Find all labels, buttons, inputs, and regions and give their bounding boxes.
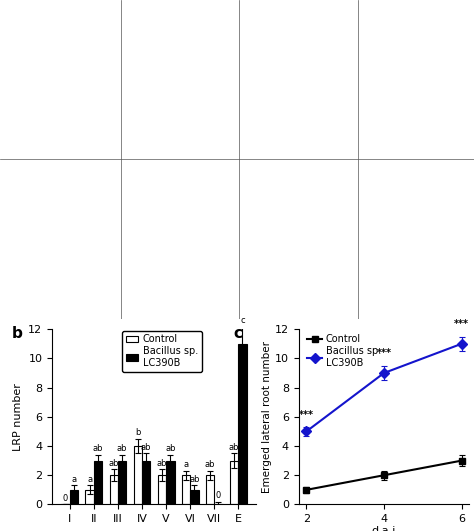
Text: ***: ***: [299, 410, 314, 419]
X-axis label: d.a.i: d.a.i: [372, 526, 396, 531]
Text: ***: ***: [376, 348, 392, 358]
Text: ab: ab: [165, 444, 175, 453]
Text: ***: ***: [454, 319, 469, 329]
Y-axis label: Emerged lateral root number: Emerged lateral root number: [262, 341, 272, 493]
Text: b: b: [135, 429, 140, 438]
Text: c: c: [234, 326, 243, 341]
Bar: [166, 460, 174, 504]
Text: a: a: [5, 3, 15, 18]
Bar: [158, 475, 166, 504]
Text: ab: ab: [141, 443, 152, 452]
Text: 0: 0: [216, 491, 221, 500]
Text: IV: IV: [176, 3, 189, 16]
Bar: [230, 460, 238, 504]
Text: 0: 0: [63, 494, 68, 503]
Text: ab: ab: [93, 444, 103, 453]
Bar: [206, 475, 214, 504]
Text: a: a: [87, 475, 92, 484]
Text: a: a: [183, 460, 189, 469]
Text: b: b: [11, 326, 22, 341]
Bar: [238, 344, 246, 504]
Text: ab: ab: [117, 444, 128, 453]
Text: VII: VII: [293, 3, 309, 16]
Legend: Control, Bacillus sp.
LC390B: Control, Bacillus sp. LC390B: [303, 331, 385, 372]
Bar: [134, 446, 142, 504]
Text: a: a: [72, 475, 77, 484]
Text: ab: ab: [189, 475, 200, 484]
Text: I: I: [62, 3, 66, 16]
Text: Control: Control: [2, 57, 12, 96]
Bar: [142, 460, 150, 504]
Text: ab: ab: [109, 459, 119, 468]
Text: Bacillus sp. LC390B: Bacillus sp. LC390B: [2, 185, 12, 280]
Text: ab: ab: [229, 443, 239, 452]
Bar: [85, 490, 94, 504]
Bar: [182, 475, 190, 504]
Text: ab: ab: [205, 460, 215, 469]
Text: c: c: [240, 316, 245, 325]
Bar: [70, 490, 78, 504]
Legend: Control, Bacillus sp.
LC390B: Control, Bacillus sp. LC390B: [122, 331, 202, 372]
Bar: [109, 475, 118, 504]
Bar: [190, 490, 199, 504]
Bar: [94, 460, 102, 504]
Text: ab: ab: [156, 459, 167, 468]
Y-axis label: LRP number: LRP number: [13, 383, 23, 451]
Bar: [118, 460, 127, 504]
Text: Emergence: Emergence: [379, 3, 450, 16]
